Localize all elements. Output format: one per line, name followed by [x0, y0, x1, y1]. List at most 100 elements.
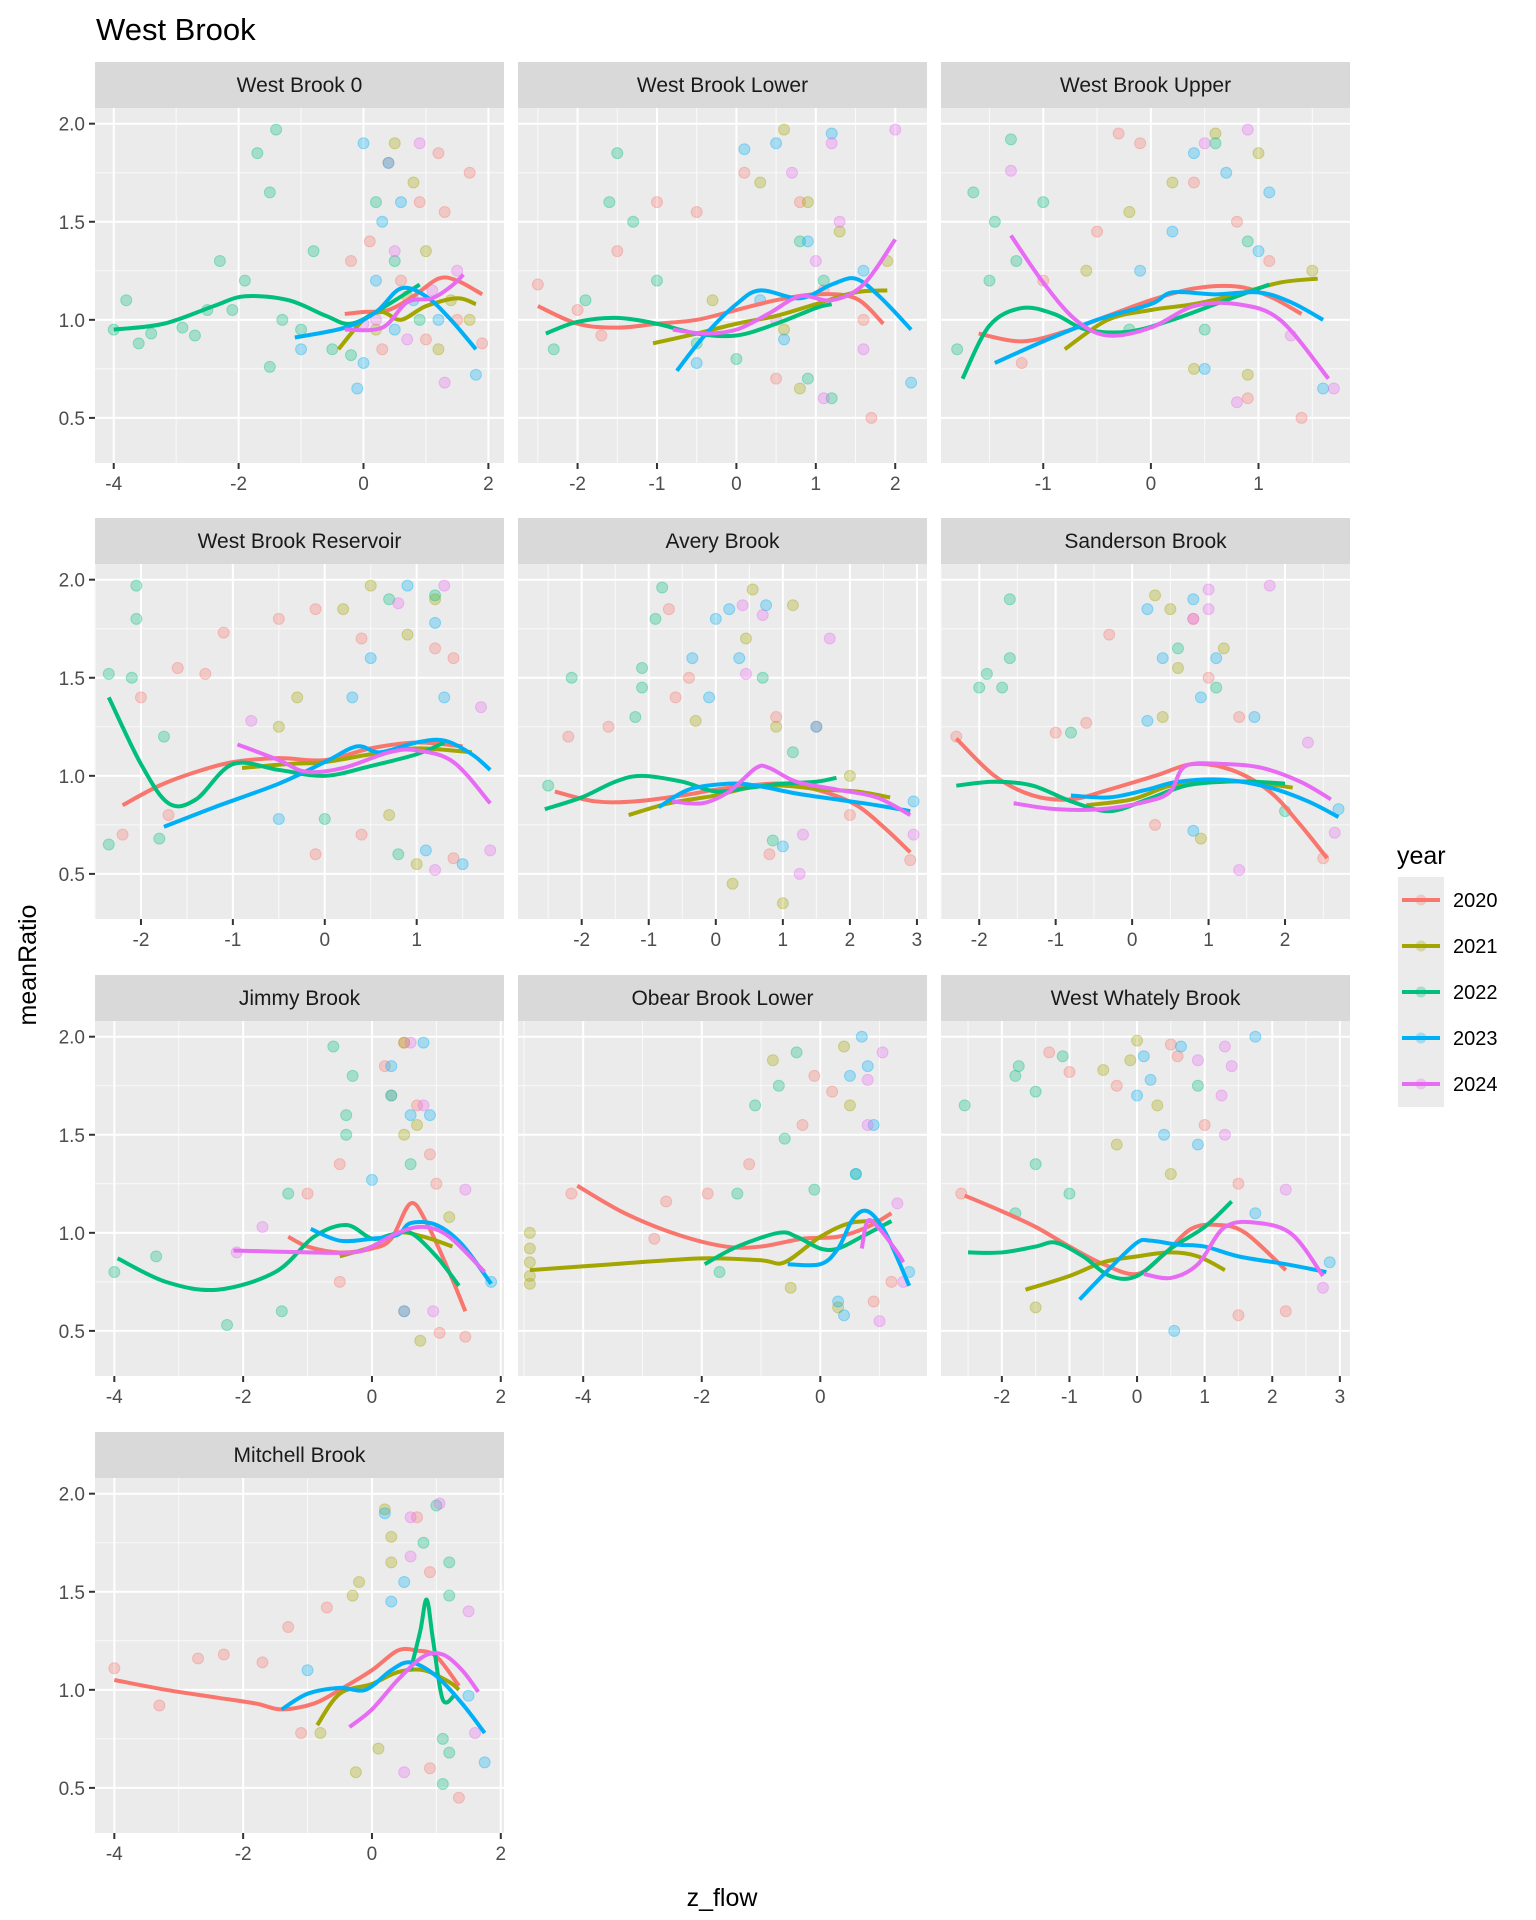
data-point-2023	[1187, 147, 1200, 160]
data-point-2022	[1191, 1079, 1204, 1092]
data-point-2020	[378, 1060, 391, 1073]
data-point-2022	[125, 671, 138, 684]
data-point-2023	[709, 612, 722, 625]
data-point-2023	[905, 376, 918, 389]
data-point-2023	[388, 323, 401, 336]
data-point-2020	[463, 166, 476, 179]
smooth-line-2021	[315, 1667, 461, 1727]
data-point-2021	[833, 225, 846, 238]
data-point-2022	[730, 353, 743, 366]
data-point-2023	[423, 1109, 436, 1122]
data-point-2020	[430, 1177, 443, 1190]
smooth-line-2024	[1009, 234, 1331, 380]
data-point-2023	[1156, 652, 1169, 665]
data-point-2023	[832, 1295, 845, 1308]
data-point-2020	[1164, 1038, 1177, 1051]
data-point-2022	[1171, 642, 1184, 655]
data-point-2024	[1233, 863, 1246, 876]
data-point-2024	[484, 844, 497, 857]
x-tick-label: 1	[411, 930, 422, 951]
data-point-2023	[1174, 1040, 1187, 1053]
x-tick-label: 2	[890, 474, 901, 495]
smooth-line-2022	[968, 1199, 1234, 1281]
data-point-2022	[270, 123, 283, 136]
data-point-2022	[388, 254, 401, 267]
data-point-2021	[407, 176, 420, 189]
data-point-2022	[825, 392, 838, 405]
data-point-2023	[1141, 714, 1154, 727]
data-point-2024	[1187, 612, 1200, 625]
data-point-2020	[272, 612, 285, 625]
y-tick-label: 2.0	[59, 1028, 85, 1049]
x-tick-label: -4	[575, 1387, 592, 1408]
data-point-2022	[263, 186, 276, 199]
data-point-2020	[1149, 818, 1162, 831]
data-point-2020	[432, 147, 445, 160]
legend-label: 2020	[1453, 890, 1498, 912]
data-point-2020	[1187, 612, 1200, 625]
data-point-2021	[372, 1742, 385, 1755]
panel-data	[108, 1497, 491, 1804]
x-tick-label: -2	[230, 474, 247, 495]
data-point-2023	[401, 579, 414, 592]
data-point-2021	[770, 720, 783, 733]
data-point-2022	[1210, 681, 1223, 694]
data-point-2022	[150, 1250, 163, 1263]
data-point-2023	[394, 196, 407, 209]
data-point-2020	[810, 720, 823, 733]
strip-label: West Brook 0	[237, 74, 363, 97]
data-point-2020	[1263, 254, 1276, 267]
smooth-line-2024	[859, 1218, 906, 1264]
strip-label: West Brook Reservoir	[198, 530, 402, 553]
data-point-2024	[417, 1099, 430, 1112]
data-point-2024	[876, 1046, 889, 1059]
data-point-2024	[1263, 579, 1276, 592]
data-point-2024	[736, 599, 749, 612]
data-point-2022	[801, 372, 814, 385]
strip-background	[518, 518, 927, 564]
data-point-2020	[562, 730, 575, 743]
data-point-2020	[571, 304, 584, 317]
legend-item-2024: 2024	[1402, 1074, 1498, 1096]
data-point-2023	[1166, 225, 1179, 238]
data-point-2021	[385, 1556, 398, 1569]
data-point-2024	[413, 137, 426, 150]
data-point-2023	[456, 858, 469, 871]
smooth-line-2022	[116, 1222, 461, 1293]
data-point-2022	[958, 1099, 971, 1112]
data-point-2024	[1004, 164, 1017, 177]
data-point-2024	[825, 137, 838, 150]
legend-label: 2023	[1453, 1028, 1498, 1050]
data-point-2021	[838, 1040, 851, 1053]
strip-label: West Whately Brook	[1051, 987, 1241, 1010]
data-point-2023	[703, 691, 716, 704]
data-point-2021	[401, 628, 414, 641]
data-point-2022	[307, 245, 320, 258]
data-point-2023	[438, 691, 451, 704]
data-point-2021	[843, 769, 856, 782]
data-point-2020	[843, 809, 856, 822]
data-point-2021	[443, 1211, 456, 1224]
data-point-2020	[333, 1158, 346, 1171]
data-point-2024	[1230, 396, 1243, 409]
data-point-2023	[1210, 652, 1223, 665]
data-point-2020	[429, 642, 442, 655]
y-tick-label: 0.5	[59, 1322, 85, 1343]
data-point-2021	[1097, 1064, 1110, 1077]
data-point-2022	[1009, 1069, 1022, 1082]
data-point-2023	[690, 356, 703, 369]
data-point-2022	[627, 215, 640, 228]
data-point-2020	[650, 196, 663, 209]
data-point-2023	[861, 1060, 874, 1073]
strip-background	[95, 975, 504, 1021]
data-point-2020	[865, 411, 878, 424]
data-point-2022	[731, 1187, 744, 1200]
data-point-2020	[171, 661, 184, 674]
data-point-2020	[411, 1099, 424, 1112]
smooth-line-2020	[576, 1184, 893, 1250]
data-point-2020	[1110, 1079, 1123, 1092]
data-point-2024	[756, 608, 769, 621]
data-point-2020	[1230, 215, 1243, 228]
data-point-2024	[404, 1036, 417, 1049]
